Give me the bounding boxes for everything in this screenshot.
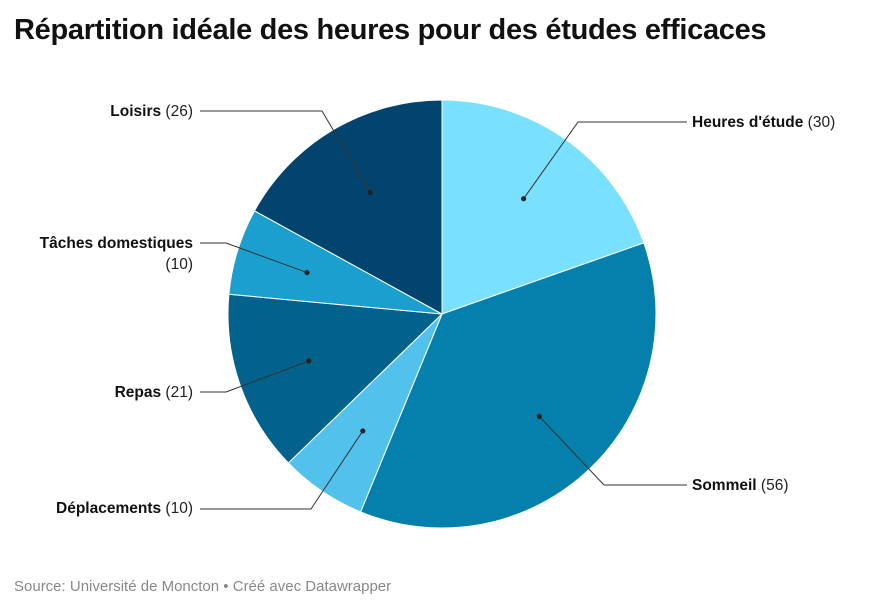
pie-slice-repas [227, 293, 444, 464]
slice-label: Loisirs [110, 103, 162, 120]
leader-line-deplacements [200, 430, 364, 510]
slice-value: 30 [812, 114, 831, 131]
leader-dot-loisirs [367, 189, 373, 196]
leader-line-heures-etude [523, 121, 687, 200]
source-line: Source: Université de Moncton • Créé ave… [14, 578, 391, 595]
slice-label: Heures d'étude [692, 114, 804, 131]
slice-label: Sommeil [692, 477, 757, 494]
slice-value: 21 [170, 384, 188, 401]
source-label: Source: [14, 578, 66, 595]
slice-value: 26 [170, 103, 188, 120]
source-name: Université de Moncton [69, 578, 220, 595]
leader-line-repas [200, 360, 309, 393]
chart-title: Répartition idéale des heures pour des é… [14, 14, 767, 46]
leader-line-taches-domestiques [200, 242, 308, 274]
label-taches-domestiques: Tâches domestiques (10) [39, 235, 193, 273]
leader-dot-deplacements [360, 428, 366, 434]
slice-value: 10 [170, 256, 188, 273]
slice-label: Tâches domestiques [39, 235, 193, 252]
slice-label: Repas [114, 384, 162, 401]
slice-label: Déplacements [56, 500, 162, 517]
leader-dot-taches-domestiques [304, 269, 310, 276]
leader-line-sommeil [538, 416, 687, 486]
slice-value: 10 [170, 500, 188, 517]
label-repas: Repas (21) [114, 384, 193, 401]
leader-dot-sommeil [536, 413, 542, 420]
label-loisirs: Loisirs (26) [110, 103, 193, 120]
slice-value: 56 [766, 477, 784, 494]
leader-dot-heures-etude [521, 196, 527, 202]
separator: • [223, 578, 229, 595]
label-heures-etude: Heures d'étude (30) [692, 114, 836, 131]
leader-dot-repas [306, 358, 312, 364]
label-sommeil: Sommeil (56) [692, 477, 789, 494]
leader-line-loisirs [200, 110, 371, 193]
label-deplacements: Déplacements (10) [56, 500, 193, 517]
credit: Créé avec Datawrapper [232, 578, 392, 595]
